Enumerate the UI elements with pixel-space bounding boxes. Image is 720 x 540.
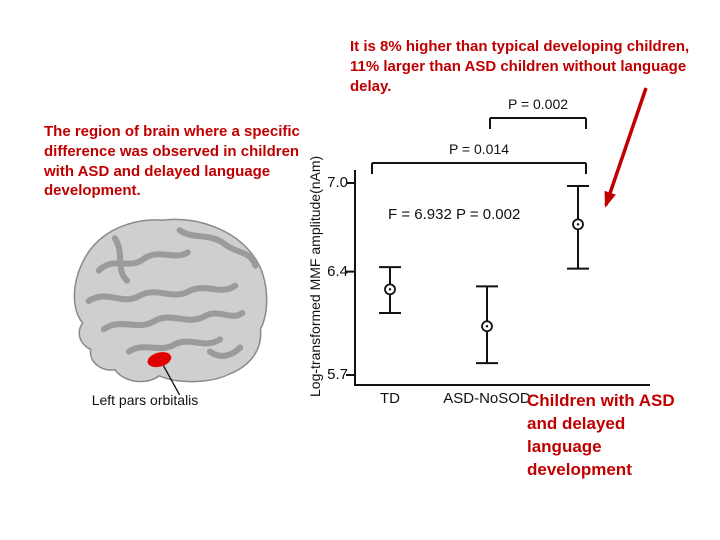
y-tick-7.0: 7.0 — [327, 174, 348, 191]
brain-gyri — [85, 227, 259, 359]
highlight-region — [147, 352, 172, 368]
brain-region-note: The region of brain where a specific dif… — [44, 123, 300, 200]
result-summary-note: It is 8% higher than typical developing … — [350, 38, 690, 95]
x-label-asd-nosod: ASD-NoSOD — [443, 390, 531, 407]
y-tick-5.7: 5.7 — [327, 366, 348, 383]
brain-region-label: Left pars orbitalis — [91, 392, 199, 408]
brain-illustration — [52, 210, 287, 398]
label-pointer-line — [162, 365, 181, 396]
brain-svg — [73, 218, 268, 396]
y-tick-6.4: 6.4 — [327, 263, 348, 280]
x-label-asd-delayed: Children with ASD and delayed language d… — [527, 391, 675, 479]
pvalue-nosod-vs-delayed: P = 0.002 — [507, 96, 569, 112]
pvalue-td-vs-delayed: P = 0.014 — [448, 141, 510, 157]
anova-stat-text: F = 6.932 P = 0.002 — [388, 206, 521, 223]
x-label-td: TD — [380, 390, 400, 407]
